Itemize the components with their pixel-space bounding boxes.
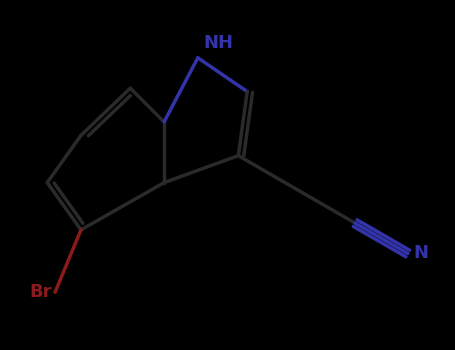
Text: Br: Br: [29, 283, 52, 301]
Text: N: N: [413, 245, 428, 262]
Text: NH: NH: [203, 34, 233, 52]
